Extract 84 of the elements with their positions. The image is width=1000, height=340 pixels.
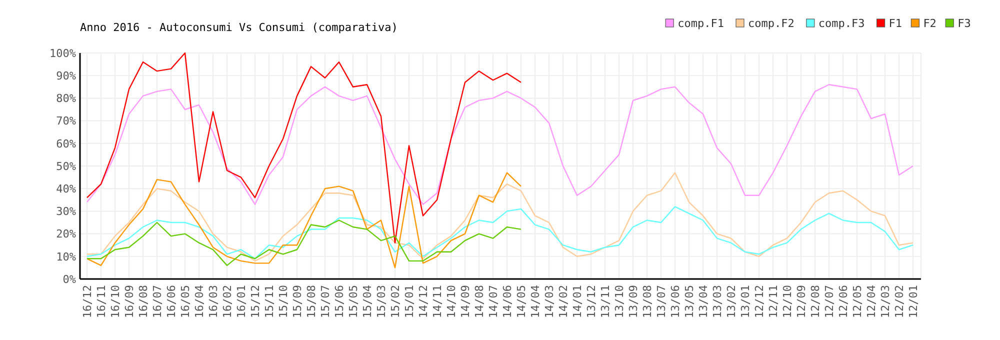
x-tick-label: 16/09 bbox=[123, 285, 136, 318]
legend-label: comp.F2 bbox=[748, 17, 794, 30]
x-tick-label: 15/09 bbox=[291, 285, 304, 318]
y-tick-label: 30% bbox=[56, 205, 76, 218]
x-tick-label: 13/07 bbox=[655, 285, 668, 318]
x-tick-label: 13/12 bbox=[585, 285, 598, 318]
x-tick-label: 13/05 bbox=[683, 285, 696, 318]
y-tick-label: 70% bbox=[56, 114, 76, 128]
x-tick-label: 13/02 bbox=[725, 285, 738, 318]
x-tick-label: 12/03 bbox=[879, 285, 892, 318]
x-tick-label: 15/03 bbox=[375, 285, 388, 318]
x-tick-label: 15/08 bbox=[305, 285, 318, 318]
x-tick-label: 16/11 bbox=[95, 285, 108, 318]
x-tick-label: 13/11 bbox=[599, 285, 612, 318]
x-tick-label: 14/04 bbox=[529, 284, 542, 318]
y-tick-label: 10% bbox=[56, 250, 76, 264]
x-tick-label: 13/10 bbox=[613, 285, 626, 318]
x-tick-label: 14/07 bbox=[487, 285, 500, 318]
x-tick-label: 15/10 bbox=[277, 285, 290, 318]
x-tick-label: 15/06 bbox=[333, 285, 346, 318]
x-tick-label: 16/01 bbox=[235, 285, 248, 318]
x-tick-label: 12/07 bbox=[823, 285, 836, 318]
y-tick-label: 40% bbox=[56, 182, 76, 196]
y-tick-label: 80% bbox=[56, 92, 76, 106]
x-tick-label: 15/07 bbox=[319, 285, 332, 318]
line-series bbox=[86, 206, 914, 260]
x-tick-label: 13/03 bbox=[711, 285, 724, 318]
x-tick-label: 16/10 bbox=[109, 285, 122, 318]
y-tick-label: 20% bbox=[56, 228, 76, 241]
x-tick-label: 16/02 bbox=[221, 285, 234, 318]
line-series bbox=[86, 52, 522, 244]
line-series bbox=[86, 84, 914, 206]
legend-label: comp.F1 bbox=[678, 17, 724, 30]
x-tick-label: 12/11 bbox=[767, 285, 780, 318]
x-tick-label: 12/04 bbox=[865, 284, 878, 318]
x-tick-label: 15/05 bbox=[347, 285, 360, 318]
x-tick-label: 14/03 bbox=[543, 285, 556, 318]
x-tick-label: 12/01 bbox=[907, 285, 920, 318]
y-tick-label: 90% bbox=[56, 69, 76, 82]
x-tick-label: 12/06 bbox=[837, 285, 850, 318]
x-tick-label: 16/05 bbox=[179, 285, 192, 318]
x-tick-label: 12/12 bbox=[753, 285, 766, 318]
x-tick-label: 13/08 bbox=[641, 285, 654, 318]
x-tick-label: 16/08 bbox=[137, 285, 150, 318]
x-tick-label: 13/09 bbox=[627, 285, 640, 318]
x-tick-label: 16/03 bbox=[207, 285, 220, 318]
x-tick-label: 13/04 bbox=[697, 284, 710, 318]
x-tick-label: 12/08 bbox=[809, 285, 822, 318]
x-tick-label: 14/06 bbox=[501, 285, 514, 318]
x-tick-label: 13/01 bbox=[739, 285, 752, 318]
y-tick-label: 0% bbox=[62, 272, 76, 286]
x-tick-label: 15/01 bbox=[403, 285, 416, 318]
x-tick-label: 15/12 bbox=[249, 285, 262, 318]
x-tick-label: 14/09 bbox=[459, 285, 472, 318]
x-tick-label: 14/08 bbox=[473, 285, 486, 318]
x-tick-label: 15/04 bbox=[361, 284, 374, 318]
y-tick-label: 100% bbox=[50, 46, 76, 60]
x-tick-label: 16/12 bbox=[81, 285, 94, 318]
x-tick-label: 15/11 bbox=[263, 285, 276, 318]
legend-label: comp.F3 bbox=[818, 17, 865, 30]
x-tick-label: 16/06 bbox=[165, 285, 178, 318]
x-tick-label: 14/01 bbox=[571, 285, 584, 318]
x-tick-label: 14/12 bbox=[417, 285, 430, 318]
x-tick-label: 12/05 bbox=[851, 285, 864, 318]
chart-title: Anno 2016 - Autoconsumi Vs Consumi (comparativa) bbox=[80, 21, 398, 34]
x-tick-label: 12/02 bbox=[893, 285, 906, 318]
line-series bbox=[86, 172, 914, 262]
x-tick-label: 16/04 bbox=[193, 284, 206, 318]
y-tick-label: 50% bbox=[56, 160, 76, 173]
legend-label: F2 bbox=[923, 17, 936, 30]
x-tick-label: 12/09 bbox=[795, 285, 808, 318]
x-tick-label: 14/11 bbox=[431, 285, 444, 318]
x-tick-label: 14/10 bbox=[445, 285, 458, 318]
x-tick-label: 16/07 bbox=[151, 285, 164, 318]
x-tick-label: 14/02 bbox=[557, 285, 570, 318]
legend-label: F3 bbox=[958, 17, 971, 30]
legend-label: F1 bbox=[888, 17, 902, 30]
line-series bbox=[86, 172, 522, 268]
line-series bbox=[86, 220, 522, 266]
x-tick-label: 14/05 bbox=[515, 285, 528, 318]
x-tick-label: 13/06 bbox=[669, 285, 682, 318]
x-tick-label: 15/02 bbox=[389, 285, 402, 318]
y-tick-label: 60% bbox=[56, 137, 76, 150]
x-tick-label: 12/10 bbox=[781, 285, 794, 318]
